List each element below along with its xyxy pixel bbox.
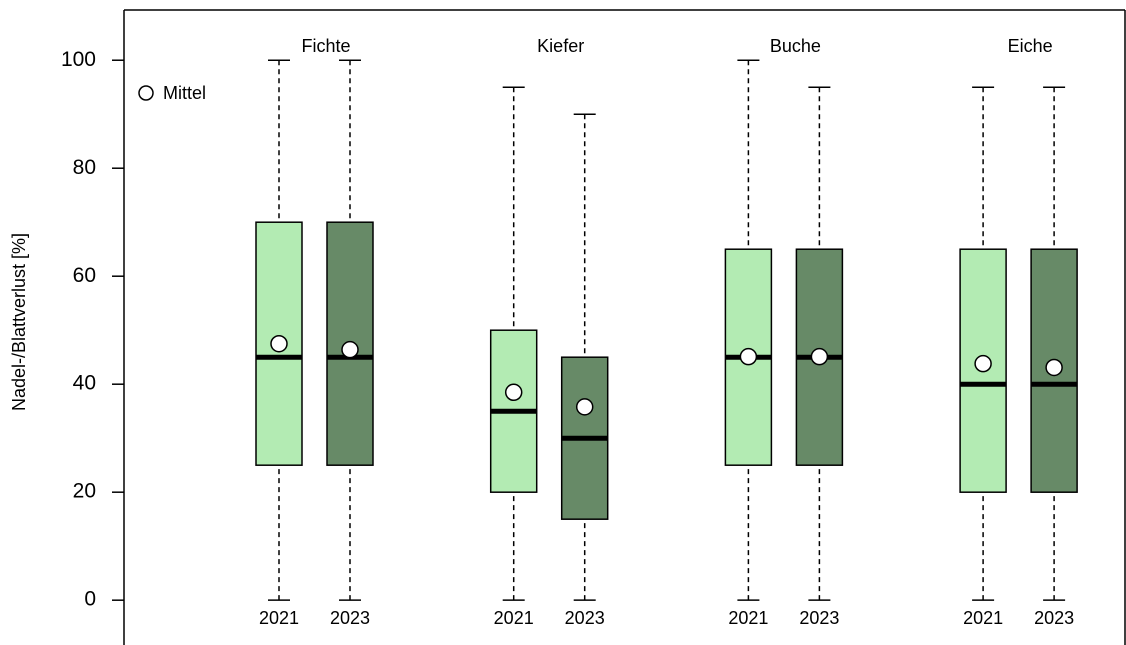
y-tick-label: 0 [84, 588, 96, 611]
mean-marker [1045, 358, 1063, 377]
x-tick-label: 2023 [330, 608, 370, 628]
legend-symbol [138, 85, 154, 101]
mean-marker [739, 347, 758, 366]
x-tick-label: 2021 [259, 608, 299, 628]
mean-marker [341, 340, 359, 359]
x-tick-label: 2023 [565, 608, 605, 628]
y-tick-label: 60 [73, 264, 96, 287]
x-tick-label: 2023 [1034, 608, 1074, 628]
group-label: Eiche [1008, 36, 1053, 56]
mean-marker [504, 383, 523, 402]
y-tick-label: 20 [73, 480, 96, 503]
x-tick-label: 2021 [963, 608, 1003, 628]
group-label: Buche [770, 36, 821, 56]
mean-marker [270, 334, 288, 353]
x-tick-label: 2021 [494, 608, 534, 628]
y-tick-label: 80 [73, 156, 96, 179]
mean-marker [810, 347, 829, 366]
y-tick-label: 100 [61, 48, 96, 71]
y-axis-label: Nadel-/Blattverlust [%] [9, 233, 29, 411]
y-tick-label: 40 [73, 372, 96, 395]
x-tick-label: 2021 [728, 608, 768, 628]
group-label: Fichte [301, 36, 350, 56]
group-label: Kiefer [537, 36, 584, 56]
mean-marker [974, 354, 992, 373]
mean-marker [575, 398, 594, 416]
legend-label: Mittel [163, 83, 206, 103]
x-tick-label: 2023 [799, 608, 839, 628]
